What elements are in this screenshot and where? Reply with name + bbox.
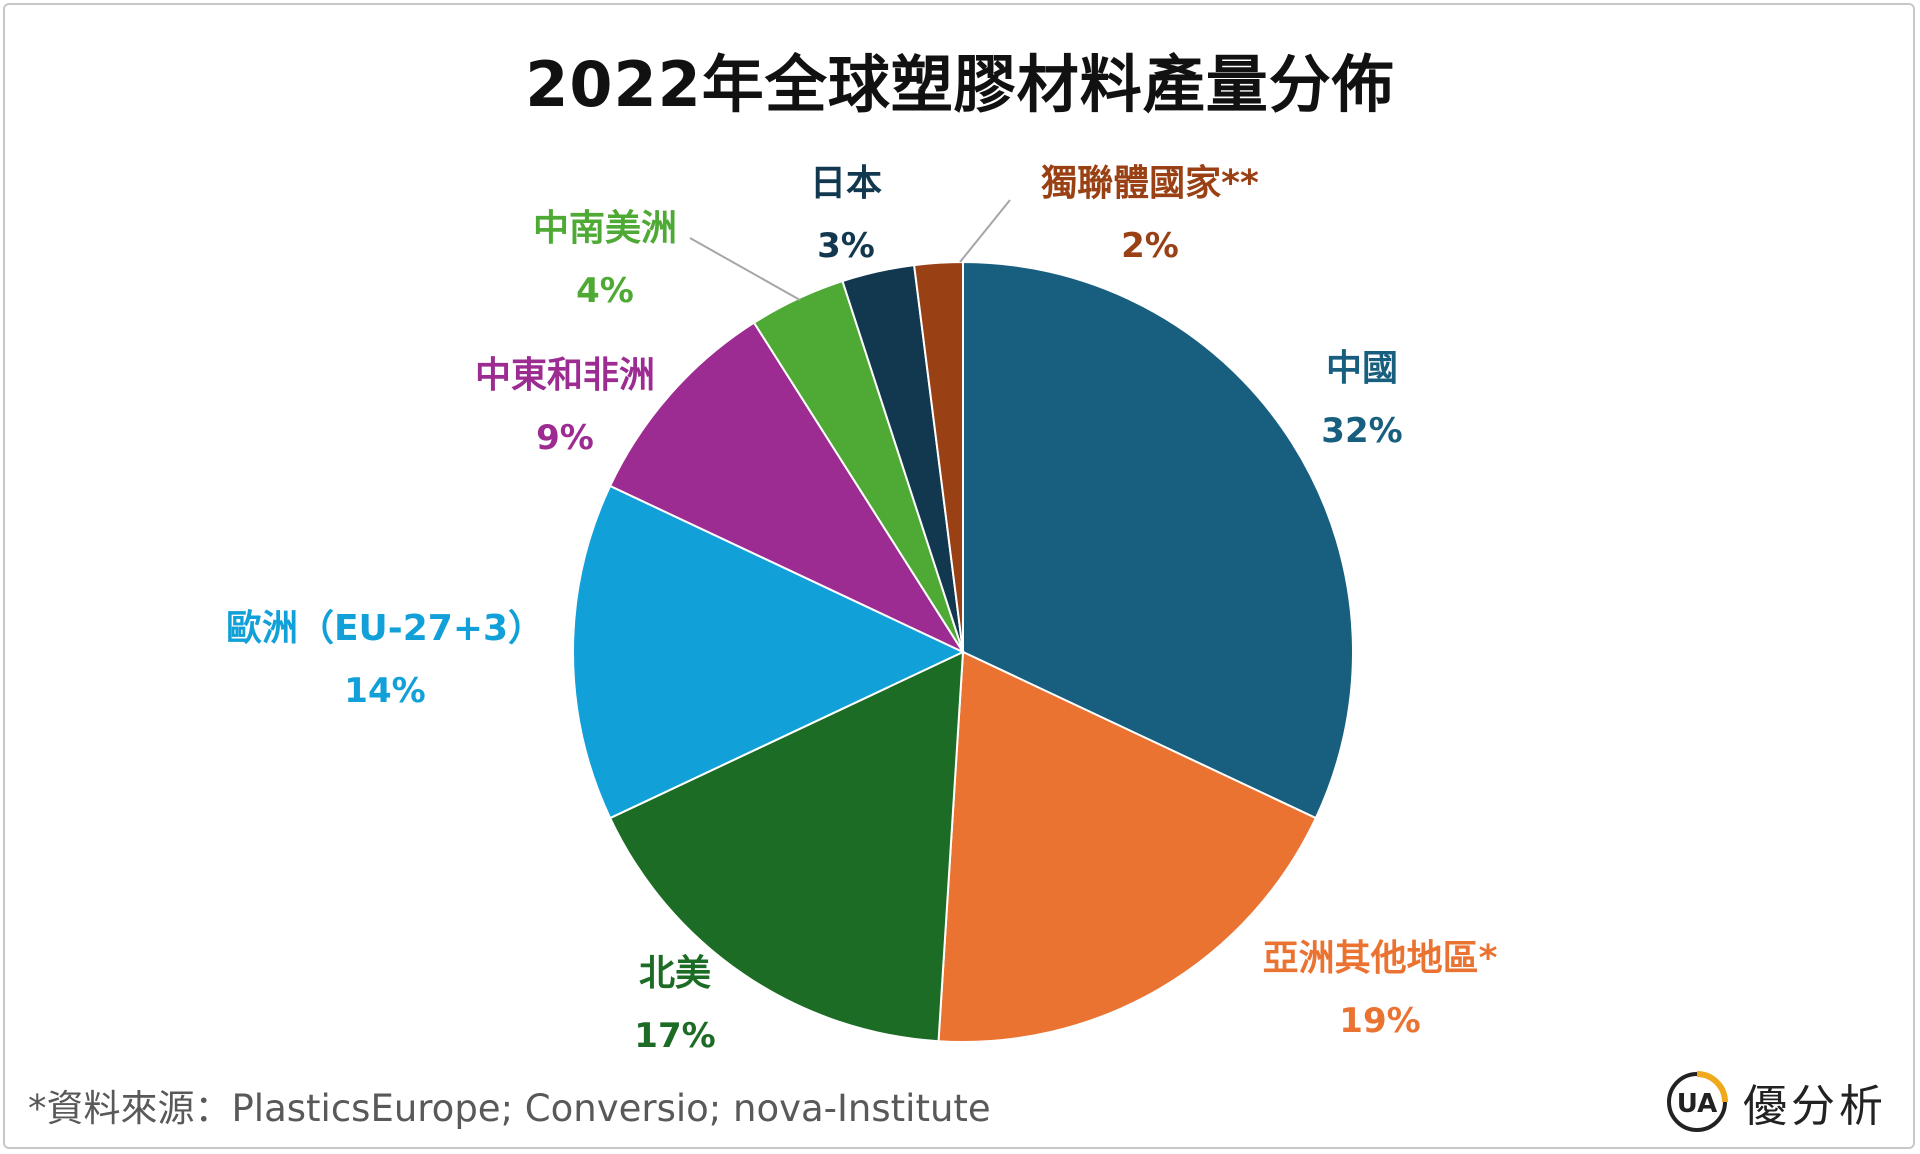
pie-slice: [608, 650, 965, 1043]
slice-value-label: 4%: [576, 271, 634, 311]
slice-label: 中國: [1326, 348, 1398, 389]
slice-label: 中東和非洲: [475, 355, 655, 396]
pie-slice: [608, 321, 966, 655]
source-note: *資料來源：PlasticsEurope; Conversio; nova-In…: [28, 1087, 991, 1130]
slice-label: 中南美洲: [533, 208, 677, 249]
slice-value-label: 32%: [1321, 411, 1402, 451]
brand: UA 優分析: [1665, 1070, 1887, 1134]
slice-label: 日本: [810, 163, 882, 204]
slice-value-label: 19%: [1339, 1001, 1420, 1041]
pie-slice: [937, 650, 1318, 1043]
slice-value-label: 3%: [817, 226, 875, 266]
slice-value-label: 2%: [1121, 226, 1179, 266]
brand-name: 優分析: [1743, 1081, 1887, 1132]
slice-value-label: 14%: [344, 671, 425, 711]
pie-slice: [962, 260, 1354, 820]
leader-lines: [689, 199, 1011, 301]
pie-slice: [572, 484, 966, 820]
brand-logo-icon: UA: [1667, 1071, 1728, 1132]
slice-value-label: 9%: [536, 418, 594, 458]
slice-value-label: 17%: [634, 1016, 715, 1056]
pie-slices: [572, 260, 1354, 1043]
leader-line: [689, 237, 801, 301]
leader-line: [959, 199, 1011, 263]
pie-slice: [913, 260, 964, 653]
data-labels: 中國 32% 亞洲其他地區* 19% 北美 17% 歐洲（EU-27+3） 14% 中東和非洲 9…: [226, 163, 1498, 1056]
slice-label: 歐洲（EU-27+3）: [226, 608, 544, 649]
slice-label: 亞洲其他地區*: [1263, 938, 1498, 979]
svg-text:UA: UA: [1677, 1089, 1717, 1119]
slice-label: 獨聯體國家**: [1041, 163, 1259, 204]
slice-label: 北美: [639, 953, 711, 994]
chart-title: 2022年全球塑膠材料產量分佈: [525, 48, 1395, 121]
